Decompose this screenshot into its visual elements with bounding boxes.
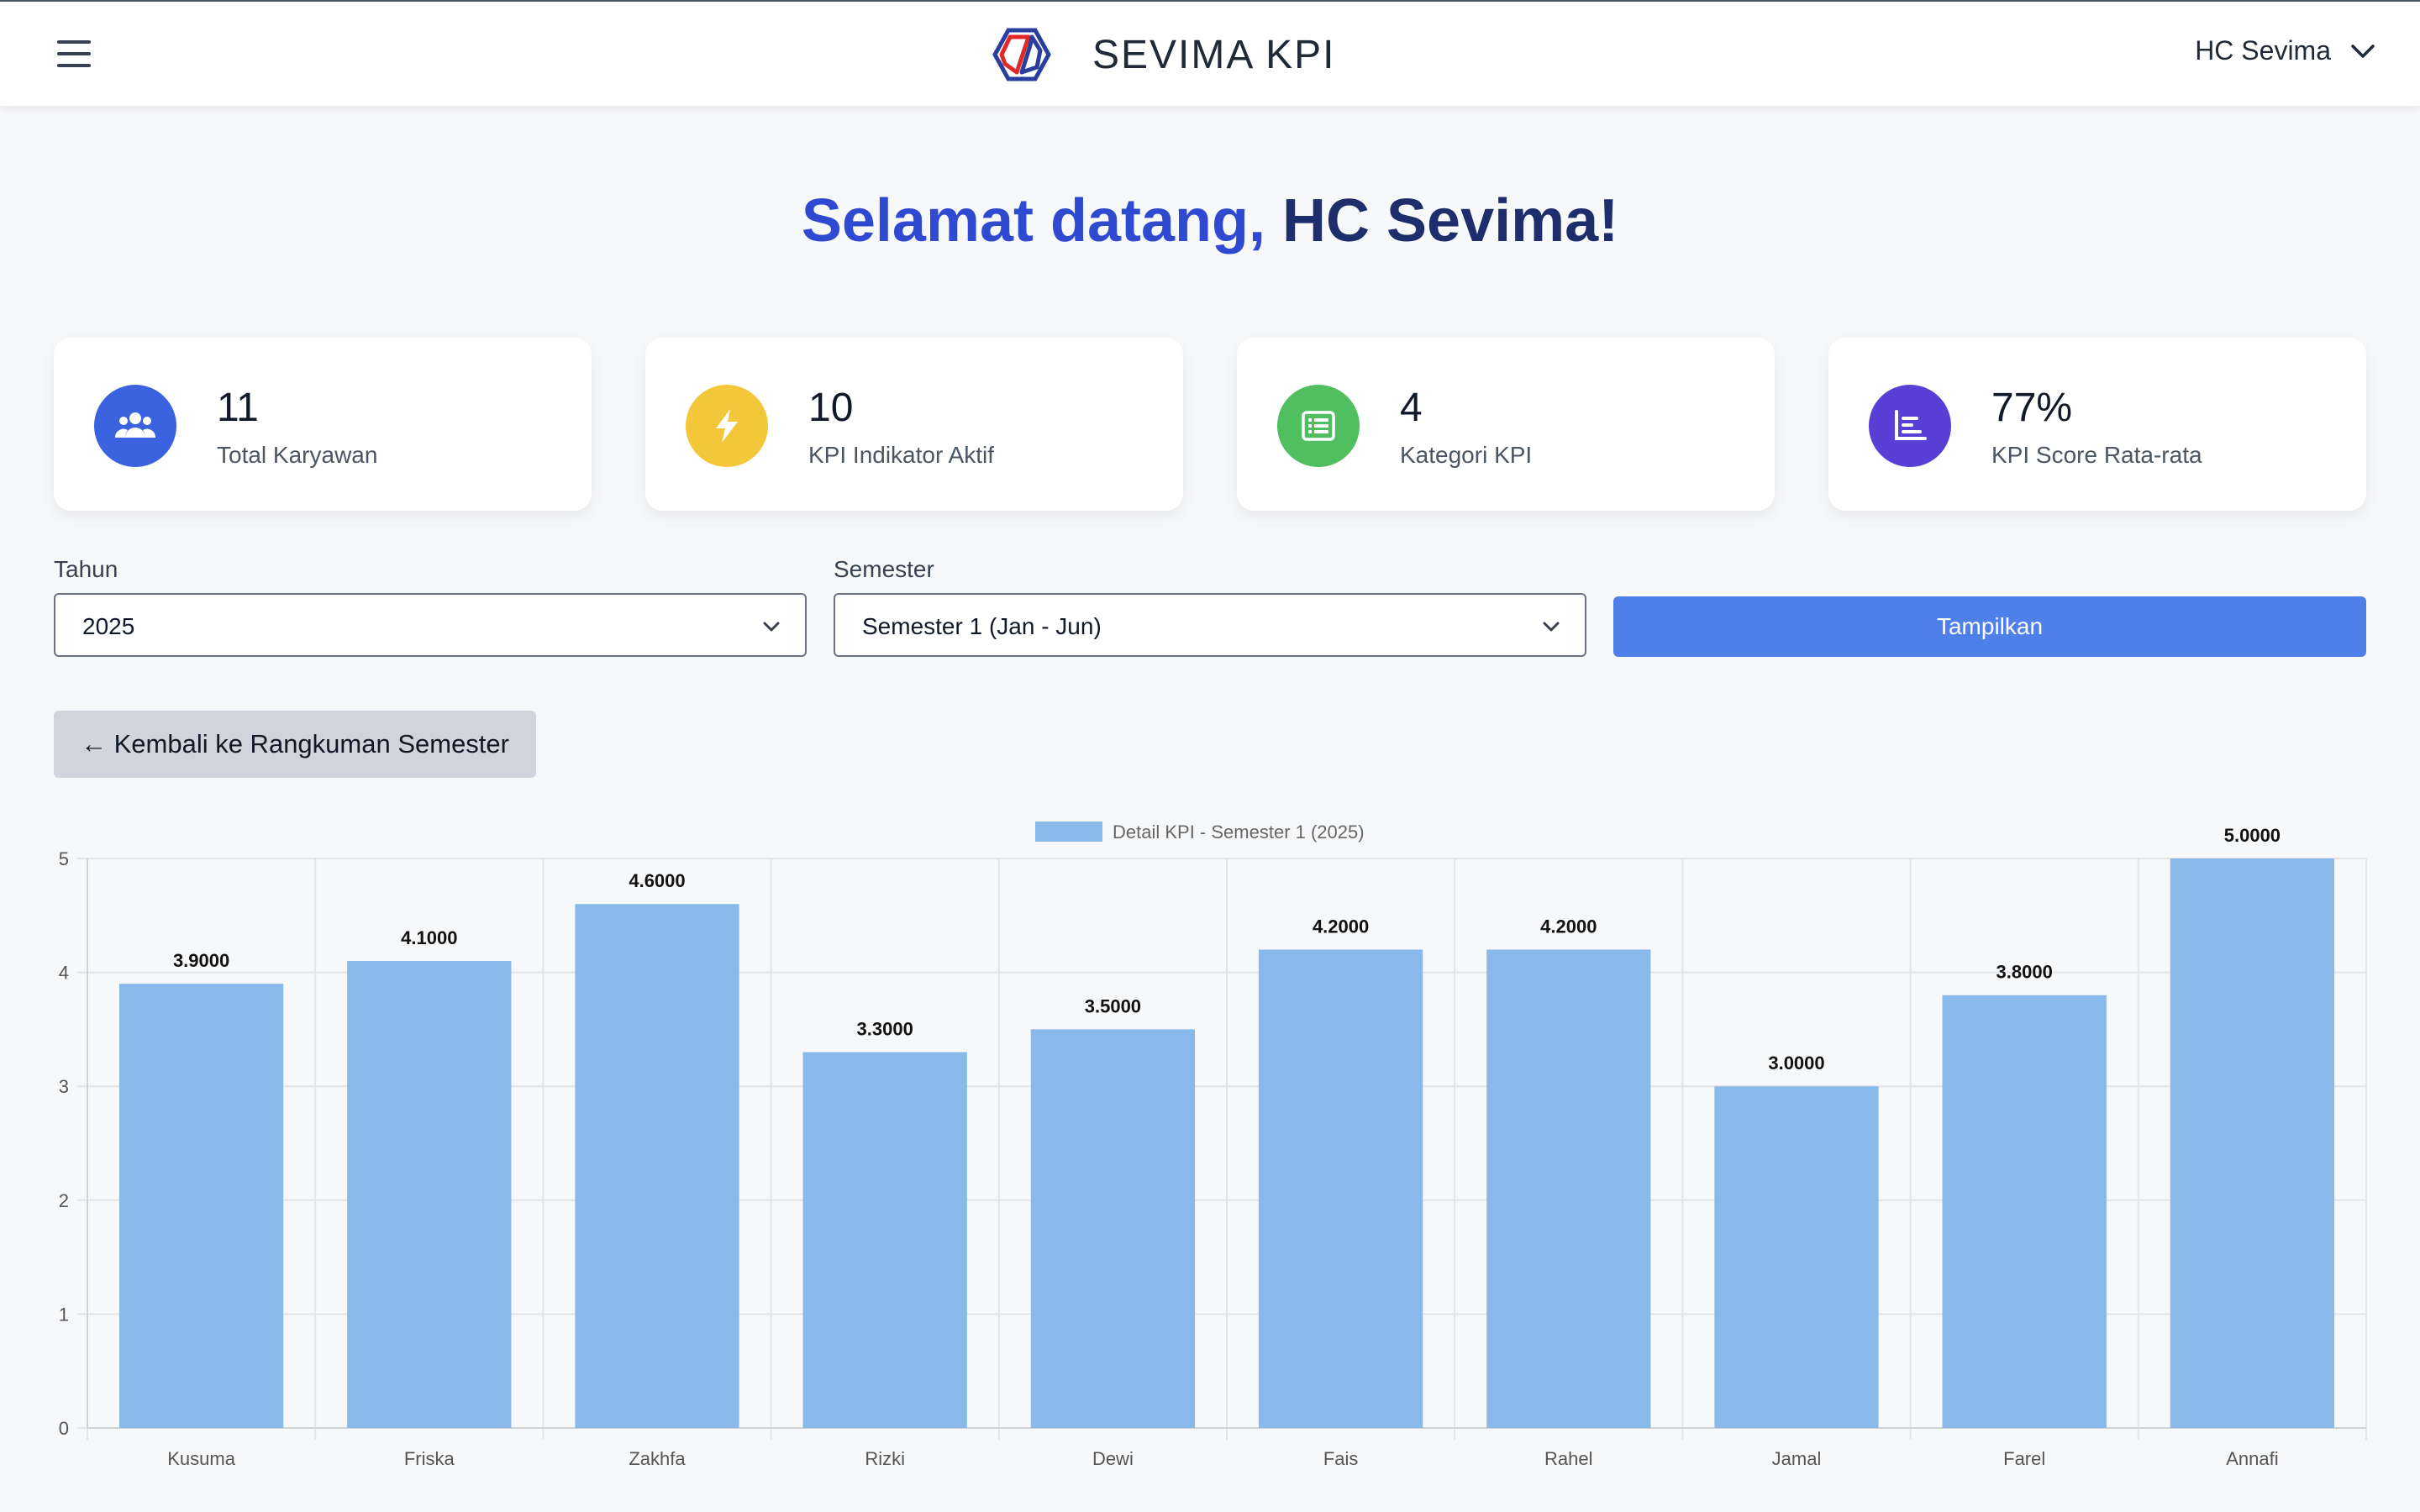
data-label: 5.0000	[2224, 825, 2281, 846]
bar	[1942, 995, 2107, 1428]
welcome-heading: Selamat datang, HC Sevima!	[0, 186, 2420, 255]
bar	[1714, 1086, 1879, 1428]
x-tick-label: Friska	[404, 1448, 455, 1469]
data-label: 4.6000	[629, 870, 685, 891]
x-tick-label: Kusuma	[167, 1448, 235, 1469]
chevron-down-icon	[1543, 622, 1560, 632]
semester-select-value: Semester 1 (Jan - Jun)	[862, 613, 1102, 639]
brand[interactable]: SEVIMA KPI	[992, 27, 1335, 82]
stat-label: Kategori KPI	[1400, 442, 1533, 468]
x-tick-label: Fais	[1323, 1448, 1359, 1469]
data-label: 3.9000	[173, 950, 229, 971]
bar	[347, 961, 512, 1428]
users-icon	[94, 385, 176, 467]
y-tick-label: 2	[59, 1190, 69, 1211]
year-label: Tahun	[54, 556, 118, 582]
back-to-summary-button[interactable]: ← Kembali ke Rangkuman Semester	[54, 711, 536, 778]
bolt-icon	[686, 385, 768, 467]
bar	[802, 1052, 967, 1428]
bar	[2170, 858, 2335, 1428]
stat-card-kpi-indikator: 10 KPI Indikator Aktif	[645, 338, 1183, 511]
sevima-logo-icon	[992, 28, 1051, 81]
stat-value: 10	[808, 386, 854, 430]
stat-value: 77%	[1991, 386, 2073, 430]
welcome-greeting: Selamat datang,	[801, 187, 1265, 255]
data-label: 3.0000	[1768, 1053, 1824, 1074]
hamburger-menu-icon[interactable]	[57, 40, 91, 67]
top-navbar: SEVIMA KPI HC Sevima	[0, 0, 2420, 106]
user-menu[interactable]: HC Sevima	[2195, 35, 2376, 66]
x-tick-label: Rahel	[1544, 1448, 1592, 1469]
stat-card-kpi-score: 77% KPI Score Rata-rata	[1828, 338, 2366, 511]
data-label: 3.3000	[857, 1019, 913, 1040]
stat-card-kategori-kpi: 4 Kategori KPI	[1237, 338, 1775, 511]
x-tick-label: Rizki	[865, 1448, 905, 1469]
bar	[1486, 949, 1651, 1428]
stat-value: 11	[217, 386, 259, 430]
table-list-icon	[1277, 385, 1360, 467]
bar	[1258, 949, 1423, 1428]
x-tick-label: Zakhfa	[629, 1448, 686, 1469]
stat-card-total-karyawan: 11 Total Karyawan	[54, 338, 592, 511]
semester-label: Semester	[834, 556, 934, 582]
stat-value: 4	[1400, 386, 1423, 430]
y-tick-label: 1	[59, 1304, 69, 1325]
chart-icon	[1869, 385, 1951, 467]
year-select-value: 2025	[82, 613, 135, 639]
semester-select[interactable]: Semester 1 (Jan - Jun)	[834, 593, 1586, 657]
stat-label: KPI Indikator Aktif	[808, 442, 994, 468]
bar	[575, 904, 739, 1428]
brand-name: SEVIMA KPI	[1092, 32, 1336, 77]
bar	[118, 984, 284, 1428]
welcome-user: HC Sevima!	[1282, 187, 1619, 255]
chevron-down-icon	[763, 622, 780, 632]
data-label: 3.8000	[1996, 962, 2053, 983]
user-name: HC Sevima	[2195, 35, 2331, 66]
x-tick-label: Dewi	[1092, 1448, 1134, 1469]
tampilkan-button[interactable]: Tampilkan	[1613, 596, 2366, 657]
y-tick-label: 4	[59, 963, 69, 984]
stat-label: Total Karyawan	[217, 442, 378, 468]
y-tick-label: 0	[59, 1418, 69, 1439]
x-tick-label: Annafi	[2226, 1448, 2278, 1469]
data-label: 4.2000	[1540, 916, 1597, 937]
y-tick-label: 5	[59, 848, 69, 869]
y-tick-label: 3	[59, 1076, 69, 1097]
x-tick-label: Farel	[2003, 1448, 2045, 1469]
data-label: 4.2000	[1313, 916, 1369, 937]
chevron-down-icon	[2351, 44, 2375, 58]
kpi-bar-chart: 0 1 2 3 4 5 3.9000 Kusuma 4.1000 Friska 4.6000 Zakh…	[59, 822, 2367, 1469]
bar	[1030, 1029, 1196, 1428]
stat-label: KPI Score Rata-rata	[1991, 442, 2202, 468]
x-tick-label: Jamal	[1772, 1448, 1822, 1469]
legend-label: Detail KPI - Semester 1 (2025)	[1113, 822, 1365, 843]
legend-swatch	[1035, 822, 1102, 842]
data-label: 4.1000	[401, 927, 457, 948]
year-select[interactable]: 2025	[54, 593, 807, 657]
data-label: 3.5000	[1085, 995, 1141, 1016]
